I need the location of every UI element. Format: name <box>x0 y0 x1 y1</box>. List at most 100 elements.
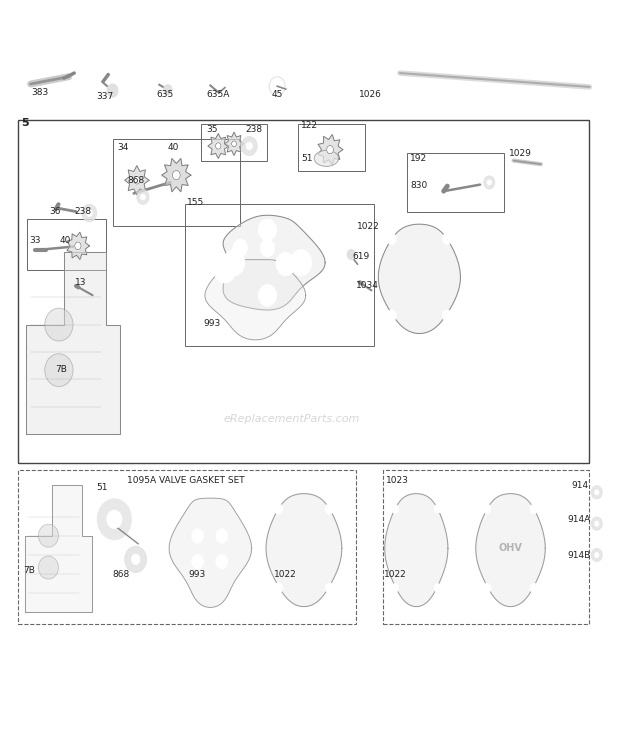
Text: 1029: 1029 <box>509 149 532 158</box>
Bar <box>383 470 590 623</box>
Text: 993: 993 <box>203 318 221 327</box>
Polygon shape <box>266 493 342 606</box>
Text: 238: 238 <box>245 126 262 135</box>
Circle shape <box>391 583 399 592</box>
Circle shape <box>487 180 492 185</box>
Circle shape <box>530 583 538 593</box>
Polygon shape <box>385 493 448 606</box>
Circle shape <box>483 583 491 593</box>
Circle shape <box>274 583 283 593</box>
Circle shape <box>241 136 257 155</box>
Text: eReplacementParts.com: eReplacementParts.com <box>224 414 360 424</box>
Text: 635A: 635A <box>206 90 230 99</box>
Text: 1022: 1022 <box>273 570 296 579</box>
Circle shape <box>223 249 245 276</box>
Text: 1095A VALVE GASKET SET: 1095A VALVE GASKET SET <box>126 475 244 484</box>
Text: 5: 5 <box>21 118 29 127</box>
Circle shape <box>387 234 396 245</box>
Circle shape <box>434 583 441 592</box>
Circle shape <box>75 242 81 250</box>
Text: 34: 34 <box>117 143 128 152</box>
Text: 35: 35 <box>206 126 218 135</box>
Bar <box>407 153 505 211</box>
Circle shape <box>97 499 131 539</box>
Circle shape <box>107 84 118 97</box>
Text: 914A: 914A <box>568 515 591 524</box>
Circle shape <box>259 219 277 241</box>
Circle shape <box>246 142 252 150</box>
Text: 993: 993 <box>188 570 206 579</box>
Text: 7B: 7B <box>55 365 67 374</box>
Circle shape <box>595 552 599 558</box>
Ellipse shape <box>45 308 73 341</box>
Circle shape <box>484 176 495 189</box>
Circle shape <box>216 529 228 543</box>
Circle shape <box>233 240 247 257</box>
Text: 45: 45 <box>272 90 283 99</box>
Text: 36: 36 <box>50 207 61 216</box>
Circle shape <box>141 194 145 200</box>
Bar <box>298 124 365 171</box>
Bar <box>201 124 267 161</box>
Circle shape <box>591 517 602 530</box>
Text: 1034: 1034 <box>355 281 378 290</box>
Circle shape <box>442 310 452 321</box>
Text: 238: 238 <box>75 207 92 216</box>
Circle shape <box>137 190 149 205</box>
Circle shape <box>172 170 180 180</box>
Circle shape <box>325 504 334 514</box>
Text: 155: 155 <box>187 198 205 207</box>
Circle shape <box>260 240 275 257</box>
Circle shape <box>325 583 334 593</box>
Polygon shape <box>476 493 545 606</box>
Text: 7B: 7B <box>23 566 35 575</box>
Text: 337: 337 <box>96 92 113 100</box>
Circle shape <box>192 554 203 569</box>
Circle shape <box>107 510 122 528</box>
Text: OHV: OHV <box>498 543 523 554</box>
Polygon shape <box>26 251 120 434</box>
Circle shape <box>274 504 283 514</box>
Circle shape <box>87 210 92 217</box>
Polygon shape <box>224 132 244 155</box>
Bar <box>19 121 590 463</box>
Text: 619: 619 <box>353 251 370 260</box>
Circle shape <box>595 490 599 495</box>
Ellipse shape <box>45 354 73 387</box>
Text: 868: 868 <box>112 570 130 579</box>
Polygon shape <box>318 135 343 164</box>
Circle shape <box>192 529 203 543</box>
Text: 1022: 1022 <box>384 570 407 579</box>
Polygon shape <box>223 215 325 310</box>
Ellipse shape <box>38 556 58 579</box>
Circle shape <box>391 504 399 513</box>
Circle shape <box>214 257 236 283</box>
Circle shape <box>591 486 602 499</box>
Text: 383: 383 <box>32 88 49 97</box>
Circle shape <box>442 234 452 245</box>
Text: 1026: 1026 <box>358 90 381 99</box>
Text: 1023: 1023 <box>386 475 409 484</box>
Circle shape <box>131 554 140 565</box>
Polygon shape <box>169 498 252 607</box>
Circle shape <box>290 249 312 276</box>
Text: 914B: 914B <box>568 551 591 560</box>
Polygon shape <box>378 224 461 333</box>
Text: 122: 122 <box>301 121 318 130</box>
Bar <box>27 219 107 270</box>
Circle shape <box>216 143 221 150</box>
Polygon shape <box>125 166 149 195</box>
Circle shape <box>276 252 295 276</box>
Polygon shape <box>162 158 191 192</box>
Polygon shape <box>205 260 306 340</box>
Circle shape <box>483 504 491 513</box>
Polygon shape <box>25 484 92 612</box>
Ellipse shape <box>314 150 339 167</box>
Circle shape <box>164 85 172 95</box>
Text: 914: 914 <box>571 481 588 490</box>
Polygon shape <box>67 232 89 260</box>
Text: 192: 192 <box>410 154 427 163</box>
Circle shape <box>232 141 236 147</box>
Text: 51: 51 <box>96 483 108 492</box>
Circle shape <box>134 176 140 184</box>
